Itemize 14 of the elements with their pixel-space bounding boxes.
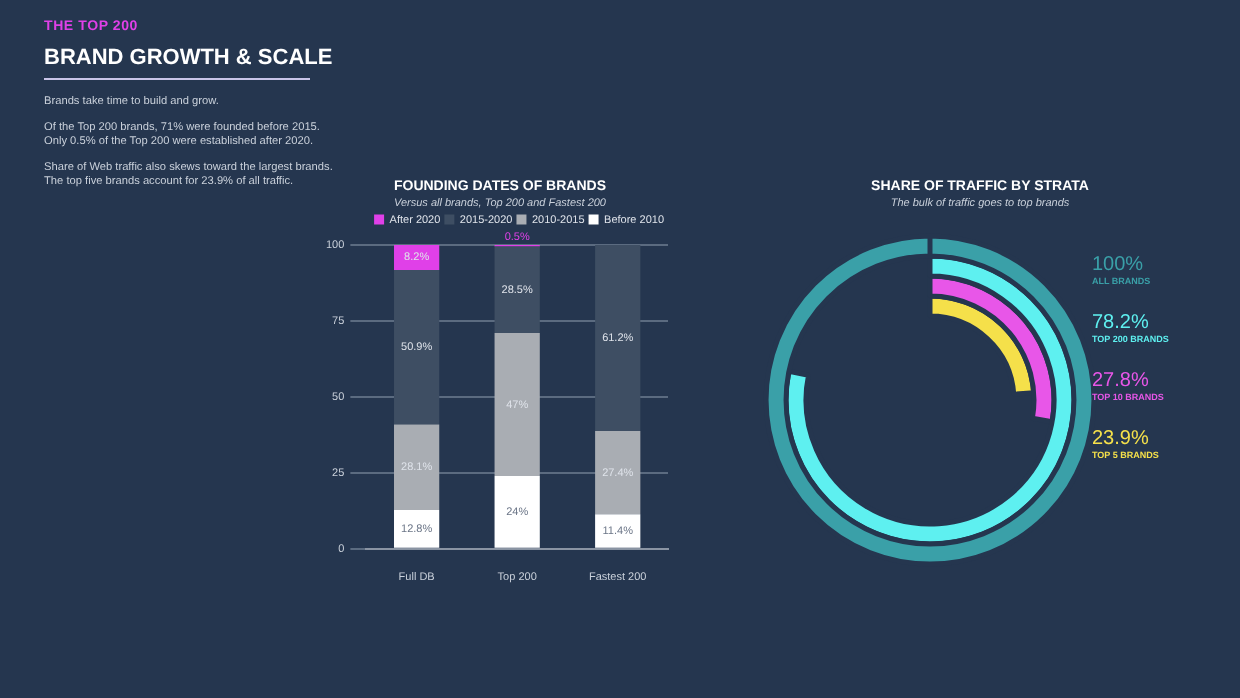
bar bbox=[595, 514, 641, 548]
text: BRAND GROWTH & SCALE bbox=[44, 46, 334, 70]
bar bbox=[394, 509, 440, 548]
bar bbox=[394, 269, 440, 425]
bar bbox=[595, 430, 641, 515]
data-label: 100% bbox=[1092, 254, 1144, 276]
data-label: 27.8% bbox=[1092, 370, 1149, 392]
bar bbox=[494, 333, 540, 476]
data-label: 78.2% bbox=[1092, 312, 1149, 334]
bar bbox=[494, 475, 540, 548]
bar bbox=[494, 246, 540, 334]
data-label: 23.9% bbox=[1092, 428, 1149, 450]
bar bbox=[595, 245, 641, 431]
bar bbox=[394, 424, 440, 510]
